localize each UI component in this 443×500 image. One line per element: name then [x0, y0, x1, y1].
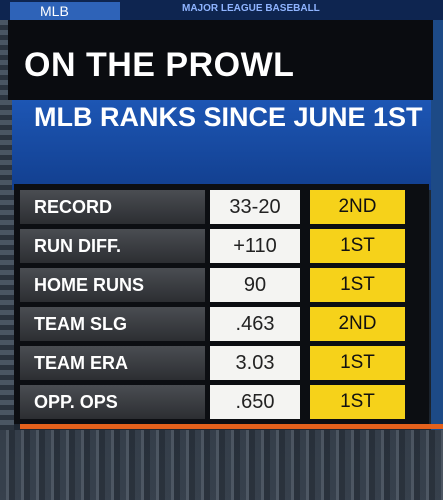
accent-line [20, 424, 443, 429]
brand: MAJOR LEAGUE BASEBALL [182, 3, 320, 14]
stat-label: TEAM ERA [20, 346, 205, 380]
stat-value: +110 [210, 229, 300, 263]
title: ON THE PROWL [24, 46, 295, 84]
stat-row: TEAM ERA 3.03 1ST [20, 346, 425, 380]
top-bar: MLB MAJOR LEAGUE BASEBALL [0, 0, 443, 20]
stat-value: 3.03 [210, 346, 300, 380]
stat-rank: 1ST [310, 346, 405, 380]
stat-value: 33-20 [210, 190, 300, 224]
stat-row: HOME RUNS 90 1ST [20, 268, 425, 302]
stat-rank: 1ST [310, 385, 405, 419]
stat-rank: 1ST [310, 268, 405, 302]
stat-rank: 2ND [310, 190, 405, 224]
stat-row: RECORD 33-20 2ND [20, 190, 425, 224]
stat-rank: 1ST [310, 229, 405, 263]
subtitle-panel [12, 100, 431, 190]
stat-value: 90 [210, 268, 300, 302]
title-panel [8, 20, 433, 100]
stat-table: RECORD 33-20 2ND RUN DIFF. +110 1ST HOME RUNS 9… [14, 184, 429, 424]
stands-left [0, 20, 14, 430]
stat-label: OPP. OPS [20, 385, 205, 419]
stat-rank: 2ND [310, 307, 405, 341]
stat-label: HOME RUNS [20, 268, 205, 302]
network-tab: MLB [10, 2, 120, 20]
stat-value: .463 [210, 307, 300, 341]
stat-label: RUN DIFF. [20, 229, 205, 263]
stat-row: OPP. OPS .650 1ST [20, 385, 425, 419]
stat-label: TEAM SLG [20, 307, 205, 341]
stat-value: .650 [210, 385, 300, 419]
stat-row: RUN DIFF. +110 1ST [20, 229, 425, 263]
stands [0, 430, 443, 500]
subtitle: MLB RANKS SINCE JUNE 1ST [34, 102, 423, 132]
stat-row: TEAM SLG .463 2ND [20, 307, 425, 341]
stat-label: RECORD [20, 190, 205, 224]
screen-edge [431, 20, 443, 430]
